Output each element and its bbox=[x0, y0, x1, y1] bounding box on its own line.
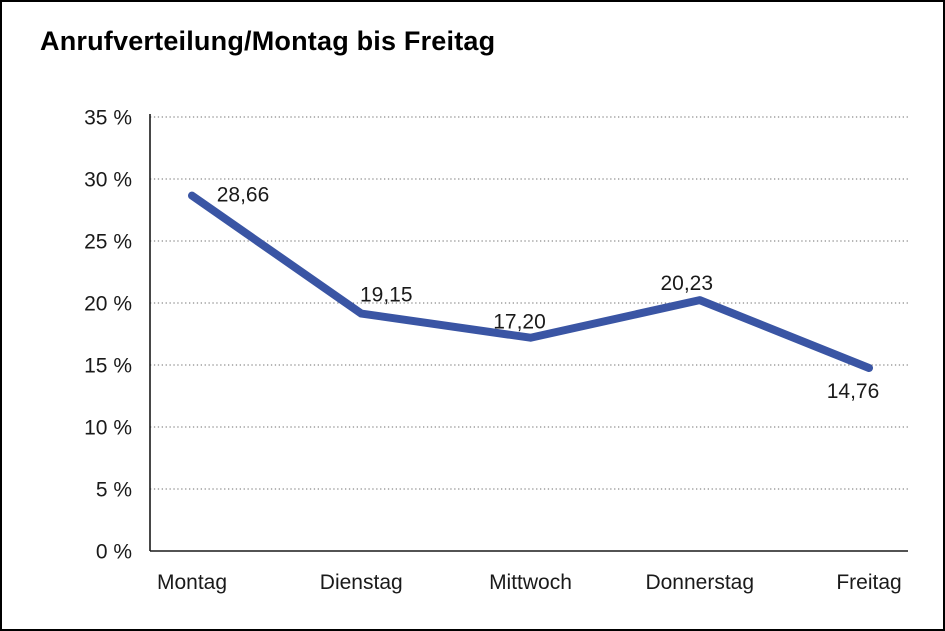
y-tick-label: 0 % bbox=[96, 541, 132, 564]
chart-title: Anrufverteilung/Montag bis Freitag bbox=[40, 26, 496, 56]
data-value-label: 17,20 bbox=[493, 311, 546, 334]
y-tick-label: 15 % bbox=[84, 355, 132, 378]
data-series-line bbox=[188, 191, 873, 372]
x-tick-label: Mittwoch bbox=[489, 571, 572, 594]
y-tick-label: 5 % bbox=[96, 479, 132, 502]
x-tick-label: Freitag bbox=[836, 571, 901, 594]
data-value-label: 28,66 bbox=[217, 184, 270, 207]
y-tick-label: 35 % bbox=[84, 107, 132, 130]
y-tick-label: 30 % bbox=[84, 169, 132, 192]
x-tick-label: Montag bbox=[157, 571, 227, 594]
y-tick-label: 10 % bbox=[84, 417, 132, 440]
data-value-label: 14,76 bbox=[827, 380, 880, 403]
y-tick-label: 25 % bbox=[84, 231, 132, 254]
y-tick-label: 20 % bbox=[84, 293, 132, 316]
data-value-label: 20,23 bbox=[660, 272, 713, 295]
data-value-label: 19,15 bbox=[360, 284, 413, 307]
x-tick-label: Donnerstag bbox=[645, 571, 754, 594]
x-tick-label: Dienstag bbox=[320, 571, 403, 594]
